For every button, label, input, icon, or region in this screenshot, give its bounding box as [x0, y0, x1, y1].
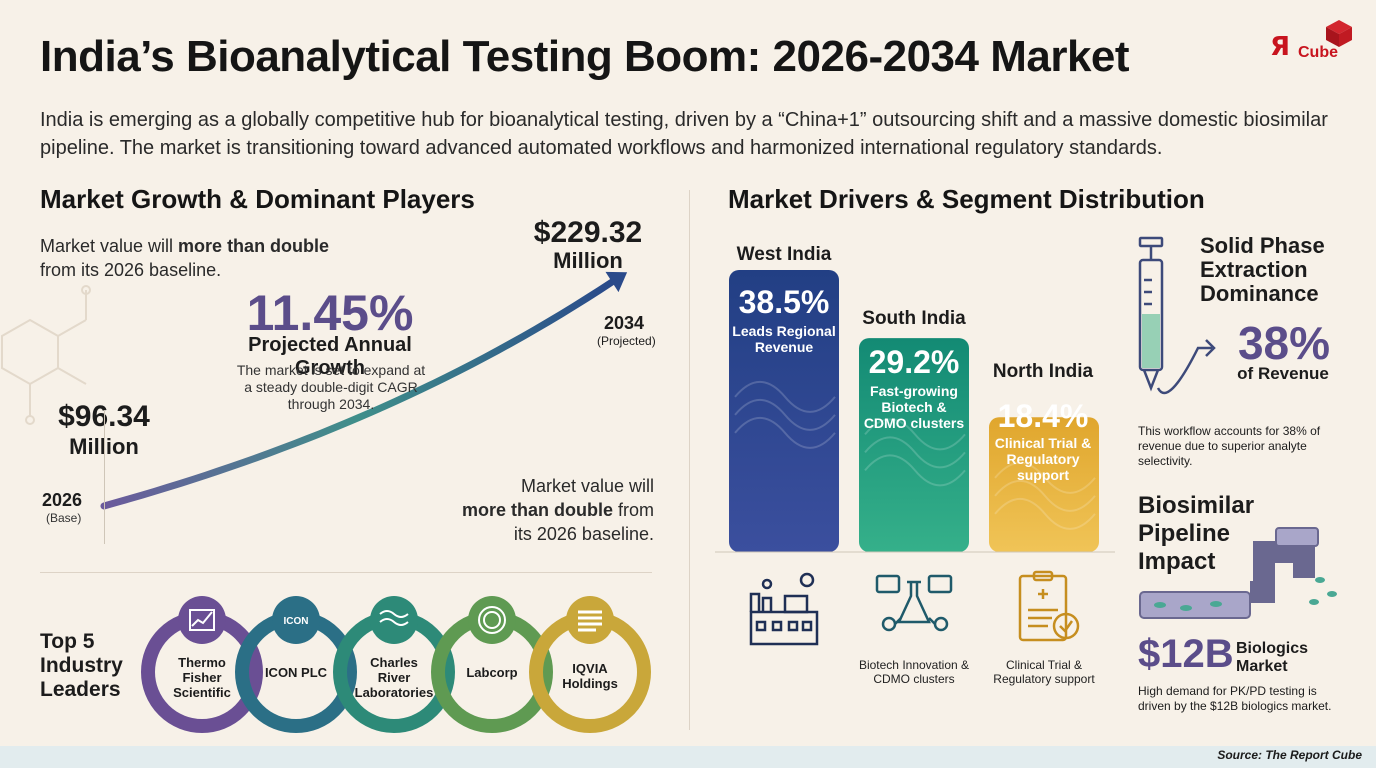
cagr-label: Projected Annual Growth [248, 334, 412, 379]
growth-curve-line [100, 278, 616, 510]
end-year: 2034 [604, 313, 645, 333]
bar-wave-decoration [994, 480, 1096, 512]
spe-title: Solid Phase Extraction Dominance [1200, 233, 1325, 306]
region-label-west: West India [736, 244, 832, 265]
logo-text: Cube [1298, 44, 1338, 61]
bar-wave-decoration [994, 498, 1096, 530]
column-divider [689, 190, 690, 730]
factory-icon [749, 572, 819, 646]
iqvia-lines-icon [578, 610, 602, 632]
note-top-a: Market value will [40, 236, 179, 256]
report-cube-logo: Я Cube [1262, 18, 1354, 62]
region-label-north: North India [992, 361, 1094, 382]
note-bottom-c: from [612, 500, 654, 520]
note-top-b: more than double [178, 236, 330, 256]
bar-west-india [729, 270, 839, 552]
bar-wave-decoration [864, 436, 966, 469]
bar-wave-decoration [994, 462, 1096, 494]
caption-biotech: Biotech Innovation & CDMO clusters [858, 658, 970, 686]
end-unit: Million [553, 248, 623, 273]
cagr-value: 11.45% [246, 285, 414, 341]
note-top-c: from its 2026 baseline. [40, 260, 222, 280]
spe-value: 38% [1237, 317, 1331, 369]
clipboard-check-icon [1018, 570, 1080, 642]
waves-icon [379, 610, 409, 626]
start-year: 2026 [42, 490, 83, 510]
leaders-rings: ICON [141, 596, 651, 733]
note-bottom-b: more than double [461, 500, 613, 520]
bar-value-south: 29.2% [868, 344, 960, 380]
leader-icon-plc: ICON PLC [264, 665, 328, 680]
molecule-decoration-icon [1, 285, 91, 425]
start-value: $96.34 [58, 400, 150, 433]
source-note: Source: The Report Cube [1217, 748, 1362, 762]
bar-wave-decoration [864, 454, 966, 487]
bar-south-india [859, 338, 969, 552]
logo-r: Я [1270, 32, 1291, 62]
note-bottom: Market value will more than double from … [420, 474, 654, 546]
spe-unit: of Revenue [1237, 364, 1329, 383]
labcorp-swirl-icon [478, 606, 506, 634]
region-bar-chart [715, 270, 1115, 553]
end-tag: (Projected) [597, 334, 656, 348]
bio-value: $12B [1138, 632, 1234, 676]
start-tag: (Base) [46, 511, 82, 525]
growth-heading: Market Growth & Dominant Players [40, 184, 475, 214]
bar-wave-decoration [864, 418, 966, 451]
icon-logo-text: ICON [284, 616, 309, 627]
intro-paragraph: India is emerging as a globally competit… [40, 109, 1328, 159]
leader-thermo-fisher: Thermo Fisher Scientific [173, 655, 231, 700]
cagr-desc: The market is set to expand at a steady … [236, 362, 426, 412]
leader-iqvia: IQVIA Holdings [562, 661, 618, 691]
footer-bar [0, 746, 1376, 768]
bar-value-north: 18.4% [997, 398, 1089, 434]
bio-title: Biosimilar Pipeline Impact [1138, 492, 1255, 575]
pipeline-icon [1139, 527, 1337, 619]
section-divider [40, 572, 652, 573]
cube-icon [1326, 20, 1352, 47]
chart-up-icon [189, 609, 215, 631]
baseline-axis [104, 410, 105, 544]
bar-north-india [989, 417, 1099, 552]
bar-wave-decoration [734, 381, 836, 413]
bio-label: Biologics Market [1236, 640, 1309, 675]
bio-desc: High demand for PK/PD testing is driven … [1138, 684, 1332, 713]
bar-desc-south: Fast-growing Biotech & CDMO clusters [863, 383, 965, 431]
bar-wave-decoration [734, 399, 836, 431]
note-top: Market value will more than double from … [40, 234, 380, 282]
lab-flask-icon [875, 574, 953, 632]
region-label-south: South India [862, 308, 966, 329]
leader-labcorp: Labcorp [466, 665, 518, 680]
note-bottom-d: its 2026 baseline. [513, 524, 654, 544]
bar-desc-west: Leads Regional Revenue [732, 323, 836, 355]
syringe-icon [1138, 236, 1216, 395]
spe-desc: This workflow accounts for 38% of revenu… [1138, 424, 1321, 468]
drivers-heading: Market Drivers & Segment Distribution [728, 184, 1205, 214]
growth-arrow-head [605, 271, 628, 293]
end-value: $229.32 [533, 216, 643, 249]
bar-wave-decoration [734, 417, 836, 449]
bar-desc-north: Clinical Trial & Regulatory support [994, 435, 1092, 483]
caption-clinical: Clinical Trial & Regulatory support [993, 658, 1095, 686]
note-bottom-a: Market value will [520, 476, 654, 496]
page-title: India’s Bioanalytical Testing Boom: 2026… [40, 32, 1130, 81]
bar-value-west: 38.5% [738, 284, 830, 320]
leader-charles-river: Charles River Laboratories [354, 655, 434, 700]
leaders-heading: Top 5 Industry Leaders [40, 630, 123, 701]
growth-line-chart [100, 271, 628, 510]
